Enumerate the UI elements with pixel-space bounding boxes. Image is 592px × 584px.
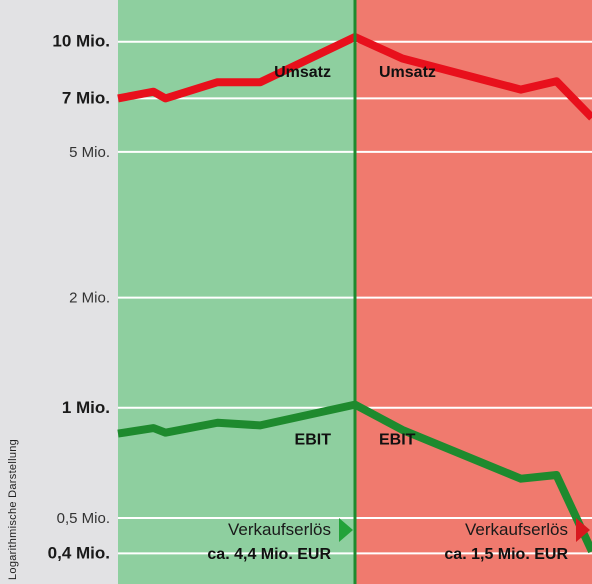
series-label-umsatz-right: Umsatz [379,64,436,81]
region-annotation-value: ca. 4,4 Mio. EUR [207,546,331,563]
left-axis-background [0,0,118,584]
series-line-umsatz [117,33,592,121]
region-left [118,0,355,584]
y-axis-title: Logarithmische Darstellung [7,439,19,580]
series-label-ebit-left: EBIT [295,432,332,449]
region-right [355,0,592,584]
y-tick-label: 7 Mio. [62,88,110,107]
region-annotation-label: Verkaufserlös [465,520,568,539]
region-marker-arrow [576,518,590,542]
y-tick-label: 0,5 Mio. [57,510,110,527]
region-marker-arrow [339,518,353,542]
series-line-ebit [117,400,592,554]
region-annotation-value: ca. 1,5 Mio. EUR [444,546,568,563]
y-tick-label: 1 Mio. [62,398,110,417]
series-label-ebit-right: EBIT [379,432,416,449]
series-label-umsatz-left: Umsatz [274,64,331,81]
y-tick-label: 5 Mio. [69,144,110,161]
region-annotation-label: Verkaufserlös [228,520,331,539]
y-tick-label: 2 Mio. [69,290,110,307]
y-tick-label: 0,4 Mio. [48,543,110,562]
y-tick-label: 10 Mio. [52,32,110,51]
